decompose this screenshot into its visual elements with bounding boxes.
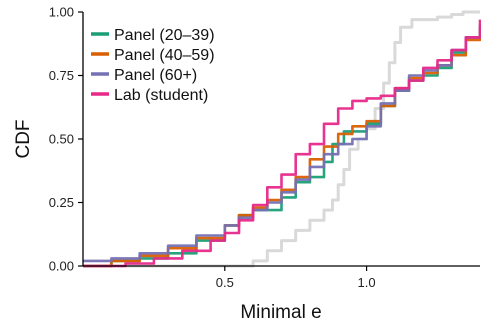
series-line-3 [83, 19, 481, 268]
x-axis-title: Minimal e [240, 302, 321, 323]
legend-label: Panel (20–39) [114, 27, 215, 44]
series-line-1 [83, 29, 481, 268]
reference-curve [83, 10, 480, 268]
y-tick-label: 1.00 [49, 5, 74, 20]
reference-curve-layer [83, 10, 480, 268]
y-tick-label: 0.50 [49, 132, 74, 147]
legend: Panel (20–39) Panel (40–59) Panel (60+) Lab… [91, 27, 215, 104]
legend-label: Panel (60+) [114, 67, 197, 84]
legend-label: Panel (40–59) [114, 47, 215, 64]
y-tick-label: 0.25 [49, 195, 74, 210]
series-line-2 [83, 24, 481, 263]
x-tick-label: 0.5 [216, 275, 234, 290]
legend-label: Lab (student) [114, 87, 208, 104]
x-tick-label: 1.0 [358, 275, 376, 290]
y-tick-label: 0.00 [49, 259, 74, 274]
y-axis-title: CDF [13, 119, 34, 158]
y-tick-label: 0.75 [49, 68, 74, 83]
ticks: 0.00 0.25 0.50 0.75 1.00 0.5 1.0 [49, 5, 376, 291]
series-layer [83, 19, 481, 268]
